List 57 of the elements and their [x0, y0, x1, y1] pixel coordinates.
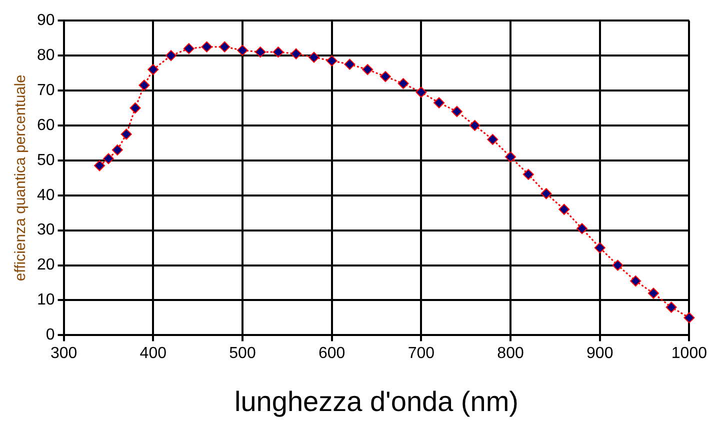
x-axis-title: lunghezza d'onda (nm) — [234, 386, 518, 417]
point — [254, 46, 266, 58]
point — [102, 153, 114, 164]
y-tick-label: 80 — [37, 46, 55, 64]
point — [666, 302, 677, 313]
point — [576, 223, 588, 234]
point — [166, 50, 177, 62]
y-tick-label: 30 — [37, 222, 55, 239]
y-tick-label: 90 — [37, 12, 55, 30]
x-tick-label: 500 — [229, 345, 256, 362]
point — [451, 106, 462, 117]
point — [469, 120, 480, 131]
y-tick-label: 40 — [37, 186, 55, 204]
x-tick-label: 900 — [586, 345, 614, 362]
x-tick-label: 300 — [50, 345, 78, 362]
point — [94, 160, 106, 172]
y-axis-title: efficienza quantica percentuale — [12, 74, 30, 282]
point — [112, 144, 123, 156]
point — [398, 78, 409, 90]
y-tick-label: 10 — [37, 292, 55, 309]
point — [130, 102, 141, 114]
y-tick-label: 70 — [37, 82, 55, 99]
point — [522, 168, 534, 180]
x-tick-label: 600 — [318, 345, 346, 362]
point — [540, 188, 552, 200]
point — [183, 43, 194, 54]
point — [148, 64, 159, 76]
point — [201, 41, 212, 52]
y-tick-label: 0 — [46, 326, 55, 344]
point — [219, 41, 230, 52]
y-tick-label: 50 — [37, 152, 55, 169]
x-tick-label: 800 — [497, 345, 524, 362]
point — [326, 55, 338, 66]
point — [594, 242, 606, 254]
point — [120, 128, 132, 140]
x-tick-label: 400 — [140, 345, 167, 362]
point — [344, 58, 356, 70]
x-tick-label: 700 — [408, 345, 435, 362]
y-tick-label: 20 — [37, 256, 55, 274]
point — [138, 80, 150, 91]
point — [272, 46, 284, 58]
point — [558, 204, 570, 215]
point — [434, 97, 445, 108]
point — [308, 52, 320, 63]
point — [362, 64, 374, 76]
point — [684, 312, 695, 324]
point — [487, 134, 498, 145]
point — [416, 86, 427, 98]
point — [505, 151, 516, 162]
point — [648, 288, 659, 299]
x-tick-label: 1000 — [671, 345, 708, 362]
point — [612, 260, 624, 271]
point — [236, 44, 248, 56]
point — [290, 48, 302, 60]
point — [380, 71, 391, 82]
point — [630, 276, 642, 287]
y-tick-label: 60 — [37, 116, 55, 134]
